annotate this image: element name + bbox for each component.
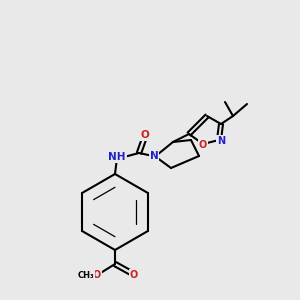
Text: N: N [217, 136, 225, 146]
Text: O: O [199, 140, 207, 150]
Text: NH: NH [108, 152, 126, 162]
Text: CH₃: CH₃ [78, 271, 94, 280]
Text: O: O [130, 270, 138, 280]
Text: N: N [150, 151, 158, 161]
Text: O: O [93, 270, 101, 280]
Text: O: O [141, 130, 149, 140]
